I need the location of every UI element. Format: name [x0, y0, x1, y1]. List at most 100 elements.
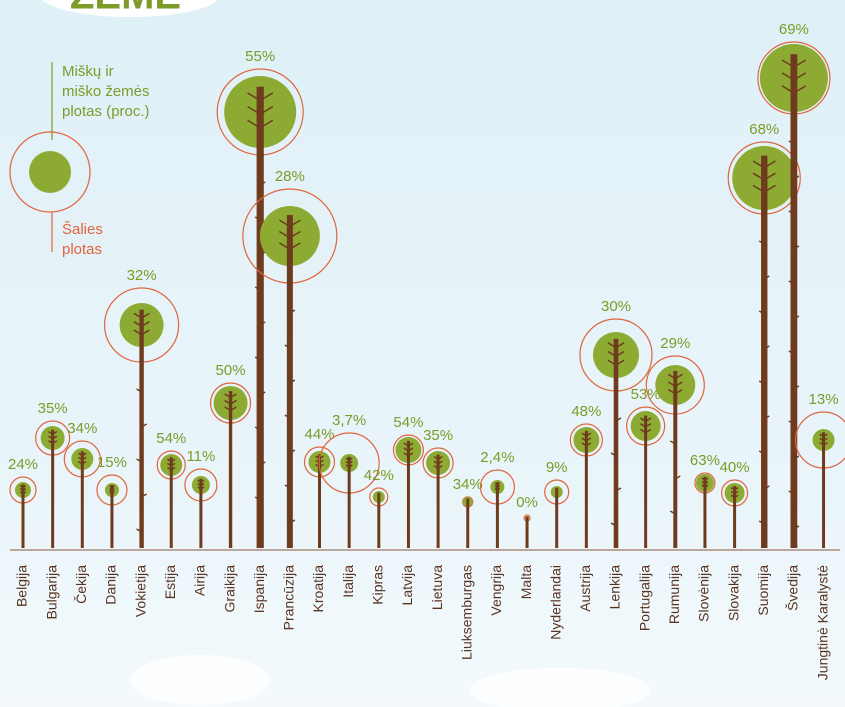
value-label: 54%: [156, 430, 186, 447]
branch: [78, 456, 87, 461]
value-label: 0%: [516, 494, 538, 511]
stub: [284, 344, 291, 349]
stub: [284, 414, 291, 419]
stub: [610, 522, 617, 527]
branch: [494, 487, 501, 491]
stub: [758, 380, 765, 385]
value-label: 44%: [304, 426, 334, 443]
legend-label: plotas (proc.): [62, 103, 150, 120]
x-tick-label: Airija: [192, 565, 208, 596]
branch: [19, 488, 27, 492]
stub: [788, 140, 795, 145]
stub: [788, 490, 795, 495]
stub: [254, 356, 261, 361]
branch: [819, 437, 828, 442]
value-label: 55%: [245, 48, 275, 65]
branch: [167, 458, 176, 463]
branch: [48, 435, 58, 440]
x-tick-label: Suomija: [755, 565, 771, 616]
x-tick-label: Danija: [103, 565, 119, 605]
stub: [610, 452, 617, 457]
stub: [141, 493, 147, 498]
branch: [19, 485, 27, 489]
x-tick-label: Latvija: [399, 565, 415, 606]
x-tick-label: Belgija: [14, 565, 30, 607]
x-tick-label: Graikija: [221, 565, 237, 613]
chart-title: ŽEMĖ: [70, 0, 181, 18]
value-label: 9%: [546, 459, 568, 476]
value-label: 3,7%: [332, 412, 366, 429]
branch: [247, 119, 274, 129]
x-tick-label: Malta: [518, 565, 534, 599]
stub: [763, 345, 770, 350]
stub: [141, 423, 147, 428]
branch: [640, 428, 652, 434]
stub: [254, 426, 261, 431]
value-label: 32%: [127, 267, 157, 284]
x-tick-label: Bulgarija: [43, 565, 59, 620]
branch: [607, 350, 625, 358]
stub: [758, 450, 765, 455]
stub: [254, 216, 261, 221]
x-tick-label: Prancūzija: [281, 565, 297, 631]
branch: [581, 432, 592, 437]
branch: [819, 433, 828, 438]
branch: [730, 487, 739, 491]
value-label: 2,4%: [480, 449, 514, 466]
stub: [788, 350, 795, 355]
stub: [788, 280, 795, 285]
cloud: [130, 655, 270, 705]
value-label: 50%: [216, 362, 246, 379]
value-label: 40%: [720, 459, 750, 476]
value-label: 35%: [38, 400, 68, 417]
branch: [752, 160, 776, 169]
branch: [403, 442, 414, 447]
stub: [758, 520, 765, 525]
stub: [615, 417, 622, 422]
x-tick-label: Vokietija: [132, 565, 148, 617]
value-label: 30%: [601, 298, 631, 315]
branch: [433, 465, 443, 470]
value-label: 24%: [8, 456, 38, 473]
value-label: 53%: [631, 386, 661, 403]
x-tick-label: Čekija: [73, 565, 89, 604]
cloud: [42, 0, 218, 17]
stub: [793, 245, 800, 250]
branch: [197, 479, 205, 483]
branch: [109, 485, 115, 489]
branch: [224, 399, 237, 405]
stub: [763, 415, 770, 420]
branch: [48, 440, 58, 445]
branch: [701, 484, 709, 488]
x-tick-label: Rumunija: [666, 565, 682, 624]
value-label: 11%: [186, 448, 215, 465]
branch: [167, 462, 176, 467]
branch: [667, 373, 683, 380]
value-label: 15%: [97, 454, 127, 471]
branch: [197, 486, 205, 490]
branch: [247, 92, 274, 102]
branch: [278, 242, 301, 251]
branch: [19, 491, 27, 495]
branch: [78, 460, 87, 465]
branch: [345, 461, 353, 465]
x-tick-label: Kroatija: [310, 565, 326, 613]
branch: [701, 477, 709, 481]
value-label: 34%: [453, 476, 483, 493]
stub: [763, 275, 770, 280]
branch: [109, 488, 115, 492]
x-tick-label: Italija: [340, 565, 356, 598]
stub: [259, 181, 266, 186]
branch: [109, 490, 115, 494]
x-tick-label: Lenkija: [607, 565, 623, 610]
legend-label: plotas: [62, 241, 102, 258]
branch: [133, 329, 150, 336]
stub: [136, 458, 142, 463]
x-tick-label: Vengrija: [488, 565, 504, 616]
branch: [224, 393, 237, 399]
legend-ring: [9, 131, 91, 213]
cloud: [470, 668, 650, 707]
branch: [133, 321, 150, 328]
stub: [758, 310, 765, 315]
branch: [752, 172, 776, 181]
